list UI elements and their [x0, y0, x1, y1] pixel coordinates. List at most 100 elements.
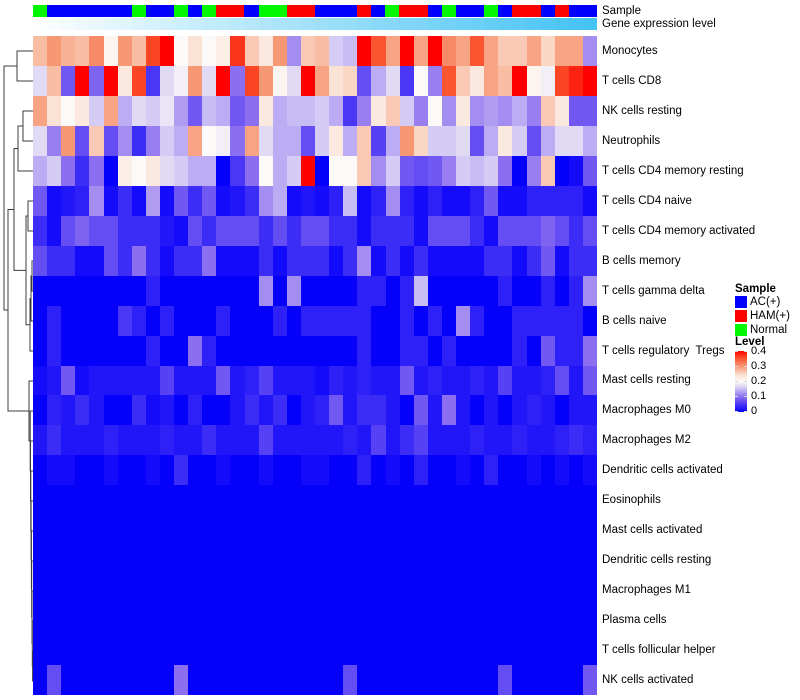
sample-annotation-cell	[568, 5, 583, 17]
level-tick-mark	[744, 396, 747, 397]
heatmap-cell	[470, 425, 485, 456]
heatmap-cell	[427, 515, 442, 546]
expression-annotation-cell	[230, 18, 245, 30]
heatmap-cell	[456, 425, 471, 456]
sample-annotation-cell	[75, 5, 90, 17]
heatmap-cell	[75, 545, 90, 576]
sample-annotation-cell	[441, 5, 456, 17]
heatmap-cell	[75, 65, 90, 96]
heatmap-cell	[582, 365, 597, 396]
heatmap-cell	[174, 305, 189, 336]
heatmap-cell	[188, 305, 203, 336]
expression-annotation-cell	[371, 18, 386, 30]
heatmap-cell	[174, 455, 189, 486]
sample-annotation-cell	[230, 5, 245, 17]
heatmap-cell	[526, 125, 541, 156]
row-label: Macrophages M0	[602, 404, 691, 417]
heatmap-cell	[371, 245, 386, 276]
heatmap-cell	[315, 36, 330, 66]
heatmap-cell	[357, 275, 372, 306]
level-tick-mark	[735, 411, 738, 412]
heatmap-cell	[174, 365, 189, 396]
heatmap-cell	[47, 95, 62, 126]
heatmap-cell	[117, 275, 132, 306]
heatmap-cell	[159, 125, 174, 156]
heatmap-cell	[75, 665, 90, 695]
heatmap-cell	[315, 425, 330, 456]
heatmap-cell	[441, 36, 456, 66]
sample-legend-item: Normal	[735, 323, 799, 337]
heatmap-cell	[568, 635, 583, 666]
heatmap-cell	[145, 395, 160, 426]
heatmap-cell	[33, 485, 48, 516]
heatmap-cell	[33, 36, 48, 66]
expression-annotation-cell	[455, 18, 471, 30]
heatmap-cell	[399, 395, 414, 426]
heatmap-cell	[470, 635, 485, 666]
heatmap-cell	[343, 515, 358, 546]
heatmap-cell	[343, 545, 358, 576]
heatmap-cell	[103, 515, 118, 546]
heatmap-cell	[286, 95, 301, 126]
heatmap-cell	[61, 305, 76, 336]
heatmap-cell	[47, 215, 62, 246]
heatmap-cell	[329, 455, 344, 486]
heatmap-cell	[300, 335, 315, 366]
heatmap-cell	[399, 365, 414, 396]
heatmap-cell	[357, 125, 372, 156]
heatmap-cell	[75, 95, 90, 126]
heatmap-cell	[470, 275, 485, 306]
heatmap-cell	[117, 335, 132, 366]
heatmap-cell	[33, 245, 48, 276]
sample-annotation-cell	[498, 5, 513, 17]
heatmap-cell	[286, 215, 301, 246]
heatmap-cell	[272, 125, 287, 156]
heatmap-cell	[300, 485, 315, 516]
heatmap-cell	[413, 215, 428, 246]
heatmap-cell	[188, 185, 203, 216]
heatmap-cell	[75, 455, 90, 486]
heatmap-cell	[399, 155, 414, 186]
heatmap-cell	[413, 575, 428, 606]
heatmap-cell	[540, 125, 555, 156]
heatmap-cell	[47, 365, 62, 396]
heatmap-cell	[258, 485, 273, 516]
heatmap-cell	[498, 425, 513, 456]
sample-legend: Sample AC(+) HAM(+) Normal	[735, 283, 799, 337]
heatmap-cell	[300, 245, 315, 276]
heatmap-cell	[61, 515, 76, 546]
heatmap-cell	[385, 455, 400, 486]
heatmap-cell	[33, 185, 48, 216]
heatmap-cell	[498, 215, 513, 246]
heatmap-cell	[230, 485, 245, 516]
heatmap-cell	[329, 635, 344, 666]
heatmap-cell	[526, 185, 541, 216]
heatmap-cell	[512, 305, 527, 336]
heatmap-cell	[456, 36, 471, 66]
heatmap-cell	[484, 65, 499, 96]
heatmap-cell	[498, 335, 513, 366]
heatmap-cell	[512, 65, 527, 96]
heatmap-cell	[33, 605, 48, 636]
heatmap-cell	[498, 545, 513, 576]
heatmap-cell	[202, 245, 217, 276]
heatmap-cell	[456, 515, 471, 546]
heatmap-cell	[244, 515, 259, 546]
heatmap-cell	[131, 605, 146, 636]
heatmap-cell	[413, 425, 428, 456]
heatmap-cell	[470, 95, 485, 126]
heatmap-cell	[202, 305, 217, 336]
heatmap-cell	[230, 545, 245, 576]
heatmap-cell	[540, 425, 555, 456]
heatmap-cell	[159, 635, 174, 666]
heatmap-cell	[371, 65, 386, 96]
row-label: Dendritic cells activated	[602, 464, 723, 477]
heatmap-grid	[33, 36, 597, 695]
heatmap-cell	[441, 125, 456, 156]
heatmap-cell	[145, 36, 160, 66]
heatmap-cell	[258, 515, 273, 546]
heatmap-cell	[75, 575, 90, 606]
heatmap-cell	[329, 575, 344, 606]
heatmap-cell	[272, 335, 287, 366]
heatmap-cell	[385, 575, 400, 606]
